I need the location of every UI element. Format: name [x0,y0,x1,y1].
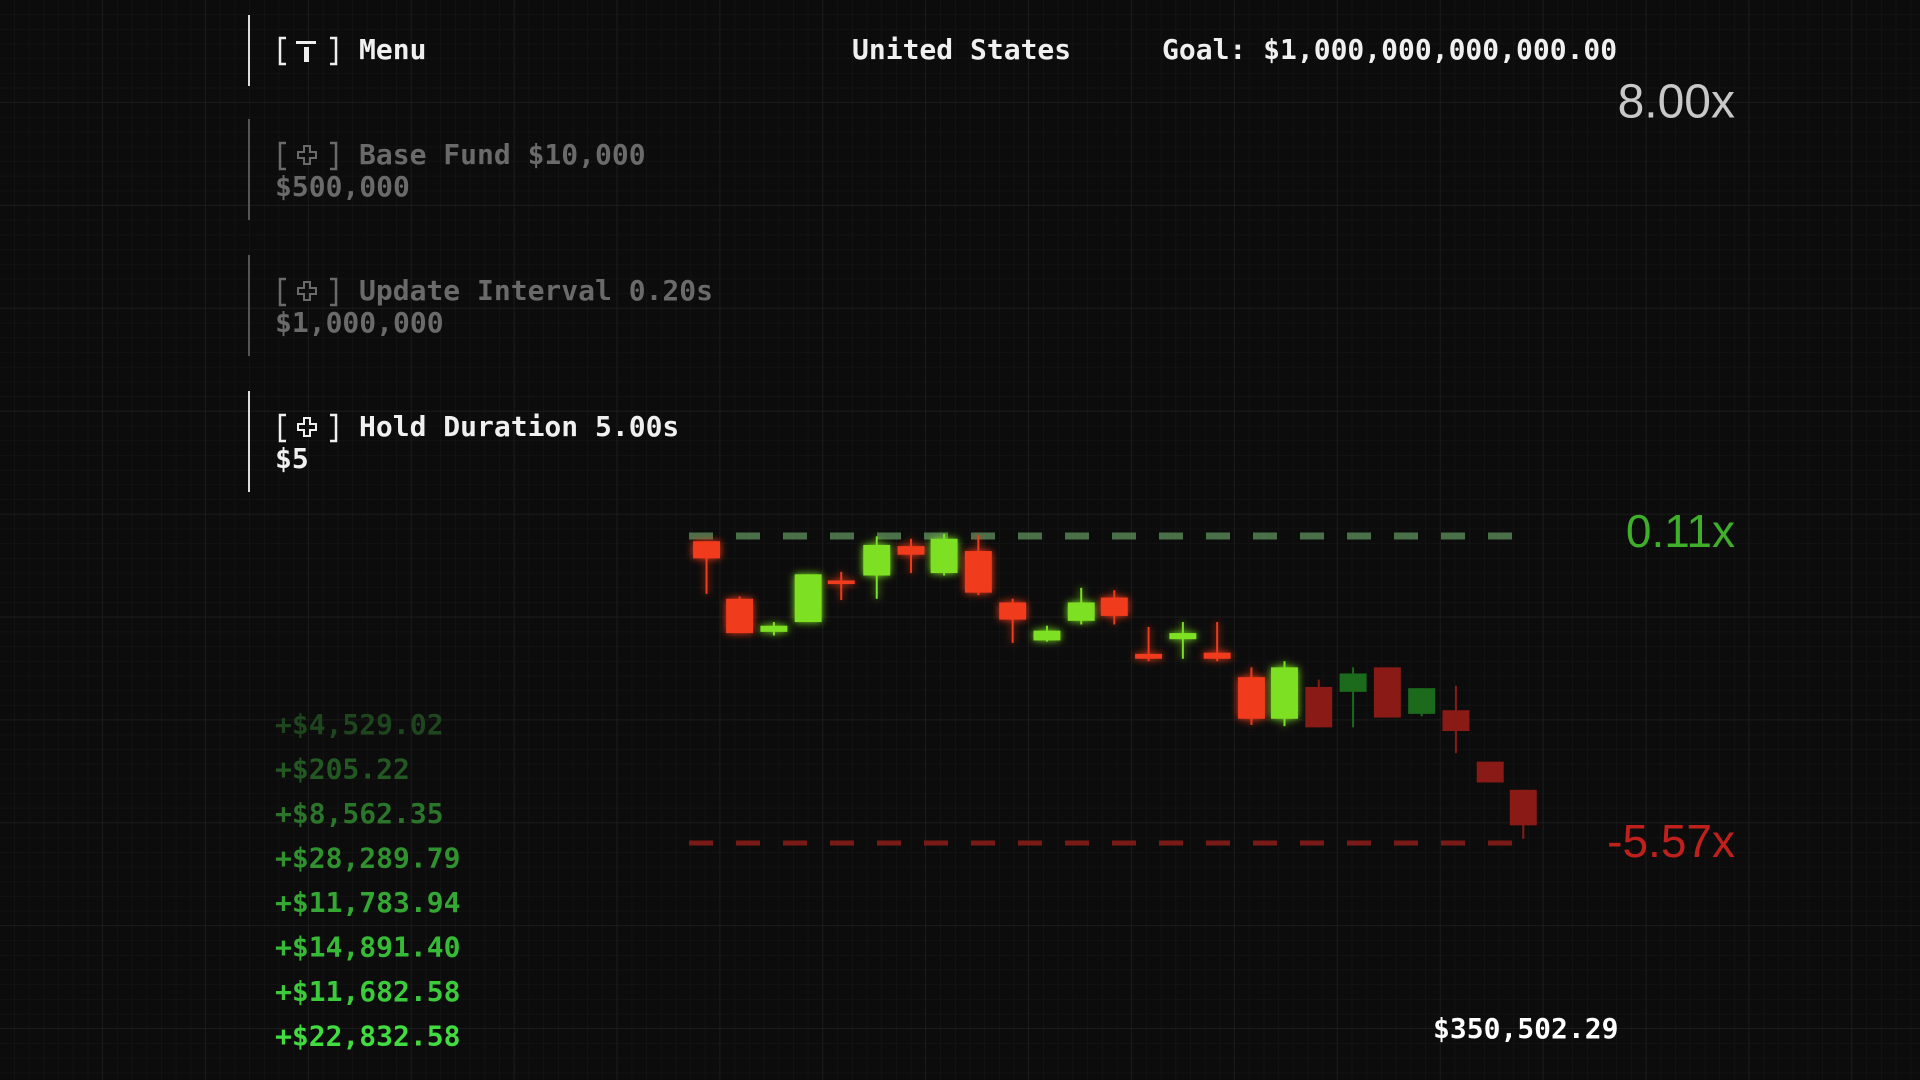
candle-body [1203,652,1231,659]
dpad-icon[interactable] [278,277,338,307]
candle [1100,590,1128,625]
gain-entry: +$22,832.58 [275,1020,460,1053]
candle-body [1135,653,1163,659]
candle-body [964,551,992,593]
price-chart [689,532,1540,846]
candle-body [897,546,925,555]
candle-body [693,541,721,559]
candle-body [726,598,754,634]
candle-body [1271,667,1298,719]
candle [897,538,925,574]
candle-body [999,602,1027,620]
upgrade-label[interactable]: Update Interval 0.20s [359,274,713,307]
candle [1135,626,1163,662]
candle [1067,587,1095,625]
candle-body [827,580,855,585]
candle-body [1442,710,1470,732]
candle [1373,667,1401,718]
candle [760,622,788,636]
gain-entry: +$11,783.94 [275,886,460,919]
candle [964,535,992,596]
candle [1237,667,1265,725]
gain-history: +$4,529.02 +$205.22 +$8,562.35 +$28,289.79 +… [275,708,460,1053]
upgrade-cost: $5 [275,442,309,475]
goal: Goal: $1,000,000,000,000.00 [1162,33,1617,66]
icon-bracket [278,277,338,307]
candle [726,596,754,634]
candle [1271,661,1298,727]
country: United States [852,33,1071,66]
candle [1203,622,1231,662]
gain-entry: +$8,562.35 [275,797,444,830]
candle-body [1033,630,1061,641]
gain-entry: +$28,289.79 [275,842,460,875]
icon-dpad [297,417,317,437]
candle-body [1067,602,1095,621]
lower-multiplier: -5.57x [1607,815,1735,867]
candle-body [1169,633,1197,640]
candle [1408,688,1436,717]
candle-body [1305,686,1333,728]
candle-body [1476,761,1504,783]
gain-entry: +$4,529.02 [275,708,444,741]
candle [794,574,822,623]
multiplier: 8.00x [1618,76,1735,129]
upgrade-label[interactable]: Base Fund $10,000 [359,138,646,171]
candle [1169,622,1197,659]
candle [930,533,958,576]
icon-bracket [278,141,338,171]
candle [999,598,1027,643]
candle-body [863,544,891,576]
options-button-icon[interactable] [278,36,338,66]
candle [693,541,721,594]
upgrade-label[interactable]: Hold Duration 5.00s [359,410,679,443]
balance: $350,502.29 [1433,1012,1618,1045]
icon-bracket [278,413,338,443]
candle-body [930,538,958,574]
gain-entry: +$14,891.40 [275,931,460,964]
icon-dpad [297,281,317,301]
candle [827,571,855,601]
icon-dpad [297,145,317,165]
dpad-icon[interactable] [278,413,338,443]
candle-body [1373,667,1401,718]
candle-body [1408,688,1436,714]
candle [1305,679,1333,728]
gain-entry: +$205.22 [275,753,410,786]
candle-body [760,625,788,632]
candle-body [1100,597,1128,616]
candle-body [794,574,822,623]
dpad-icon[interactable] [278,141,338,171]
candle-body [1339,673,1367,692]
candle-body [1509,789,1537,826]
gain-entry: +$11,682.58 [275,975,460,1008]
candle [1442,685,1470,754]
menu-label[interactable]: Menu [359,33,426,66]
upgrade-cost: $500,000 [275,170,410,203]
candle [1339,667,1367,728]
candle [863,536,891,599]
upgrade-list: Base Fund $10,000$500,000 Update Interval… [248,119,713,492]
upgrade-cost: $1,000,000 [275,306,444,339]
upper-multiplier: 0.11x [1626,505,1735,557]
candle-body [1237,677,1265,719]
candle [1033,625,1061,642]
candle [1476,761,1504,783]
candle [1509,789,1537,839]
